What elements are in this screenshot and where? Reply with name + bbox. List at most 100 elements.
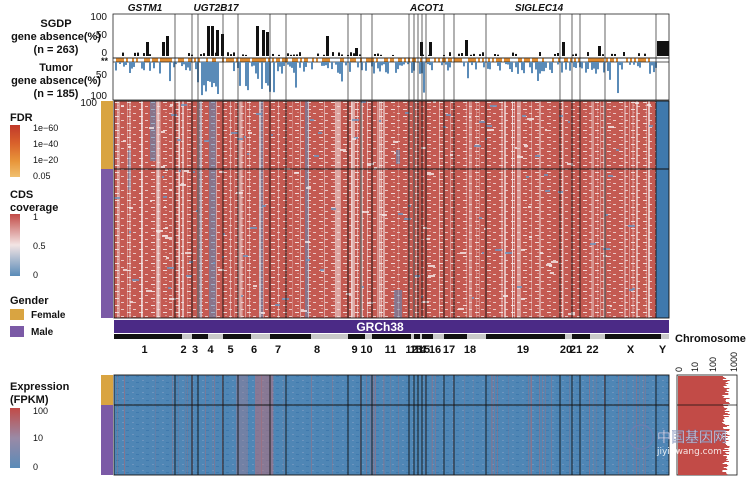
tumor-bar — [537, 62, 539, 81]
sgdp-bar — [262, 30, 265, 56]
side-expression-bar — [678, 446, 730, 447]
coverage-speck — [529, 236, 532, 238]
chromosome-label: 1 — [141, 344, 147, 356]
coverage-speck — [247, 153, 249, 155]
tumor-bar — [593, 62, 595, 69]
tumor-label-line3: (n = 185) — [34, 88, 79, 100]
coverage-speck — [394, 152, 396, 154]
tumor-overlap-bar — [386, 58, 388, 62]
coverage-streak — [646, 101, 647, 318]
tumor-bar — [603, 62, 605, 73]
fdr-tick-3: 1e−20 — [33, 155, 58, 165]
expression-streak — [622, 375, 623, 475]
side-expression-bar — [678, 464, 728, 465]
sgdp-bar — [602, 54, 604, 56]
tumor-bar — [185, 62, 187, 71]
coverage-speck — [184, 170, 189, 172]
tumor-bar — [357, 62, 359, 68]
side-expression-bar — [678, 454, 729, 455]
chromosome-band — [560, 334, 565, 339]
sgdp-bar — [293, 54, 295, 56]
sgdp-bar — [211, 26, 214, 56]
tumor-bar — [403, 62, 405, 65]
chromosome-band — [448, 334, 454, 339]
sgdp-bar — [479, 54, 481, 56]
expression-streak — [178, 375, 179, 475]
expression-streak — [191, 375, 192, 475]
low-coverage-block — [394, 290, 402, 318]
tumor-overlap-bar — [148, 58, 150, 62]
side-expression-bar — [678, 449, 729, 450]
tumor-bar — [265, 62, 267, 84]
tumor-overlap-bar — [284, 58, 286, 62]
tumor-overlap-bar — [166, 58, 168, 62]
watermark-cn: 中国基因网 — [657, 429, 727, 446]
coverage-streak — [278, 101, 279, 318]
chromosome-label: 15 — [418, 344, 430, 356]
sgdp-bar — [162, 42, 165, 56]
coverage-streak — [292, 101, 293, 318]
sgdp-bar — [287, 53, 289, 56]
sgdp-bar — [350, 52, 352, 56]
sgdp-label-line2: gene absence(%) — [11, 31, 101, 43]
tumor-overlap-bar — [352, 58, 354, 62]
side-expression-bar — [678, 444, 726, 445]
expression-streak — [383, 375, 384, 475]
tumor-bar — [129, 62, 131, 73]
coverage-speck — [248, 132, 252, 134]
fdr-tick-2: 1e−40 — [33, 139, 58, 149]
tumor-bar — [387, 62, 389, 74]
coverage-speck — [237, 138, 243, 140]
sgdp-bar — [429, 42, 432, 56]
tumor-overlap-bar — [520, 58, 522, 62]
tumor-overlap-bar — [536, 58, 538, 62]
coverage-speck — [428, 275, 435, 277]
chromosome-band — [661, 334, 669, 339]
tumor-overlap-bar — [230, 58, 232, 62]
tumor-overlap-bar — [242, 58, 244, 62]
sgdp-bar — [380, 54, 382, 56]
tumor-overlap-bar — [506, 58, 508, 62]
tumor-bar — [529, 62, 531, 68]
coverage-streak — [409, 101, 410, 318]
tumor-overlap-bar — [132, 58, 134, 62]
side-expression-bar — [678, 466, 728, 467]
coverage-speck — [161, 131, 165, 133]
tumor-bar — [183, 62, 185, 65]
tumor-bar — [607, 62, 609, 71]
sgdp-bar — [149, 54, 151, 56]
chromosome-label: 4 — [207, 344, 214, 356]
coverage-speck — [361, 101, 366, 103]
coverage-speck — [427, 173, 434, 175]
tumor-bar — [261, 62, 263, 89]
tumor-overlap-bar — [248, 58, 250, 62]
tumor-overlap-bar — [570, 58, 572, 62]
coverage-speck — [294, 172, 299, 174]
side-expression-bar — [678, 439, 726, 440]
chromosome-band — [198, 334, 208, 339]
expression-tick-0: 0 — [33, 462, 38, 472]
side-tick-100: 100 — [708, 357, 718, 372]
sgdp-bar — [562, 42, 565, 56]
chromosome-band — [372, 334, 387, 339]
tumor-bar — [159, 62, 161, 74]
coverage-speck — [522, 115, 526, 117]
tumor-bar — [585, 62, 587, 73]
tumor-bar — [471, 62, 473, 66]
tumor-overlap-bar — [498, 58, 500, 62]
tumor-bar — [119, 62, 121, 65]
coverage-streak — [450, 101, 451, 318]
coverage-speck — [169, 298, 176, 300]
coverage-speck — [495, 249, 502, 251]
expression-streak — [187, 375, 188, 475]
side-expression-bar — [678, 411, 730, 412]
coverage-streak — [504, 101, 506, 318]
coverage-speck — [223, 233, 225, 235]
side-expression-bar — [678, 386, 724, 387]
side-expression-bar — [678, 385, 727, 386]
tumor-overlap-bar — [414, 58, 416, 62]
coverage-streak — [338, 101, 339, 318]
coverage-streak — [636, 101, 638, 318]
expression-streak — [192, 375, 193, 475]
side-expression-bar — [678, 420, 724, 421]
